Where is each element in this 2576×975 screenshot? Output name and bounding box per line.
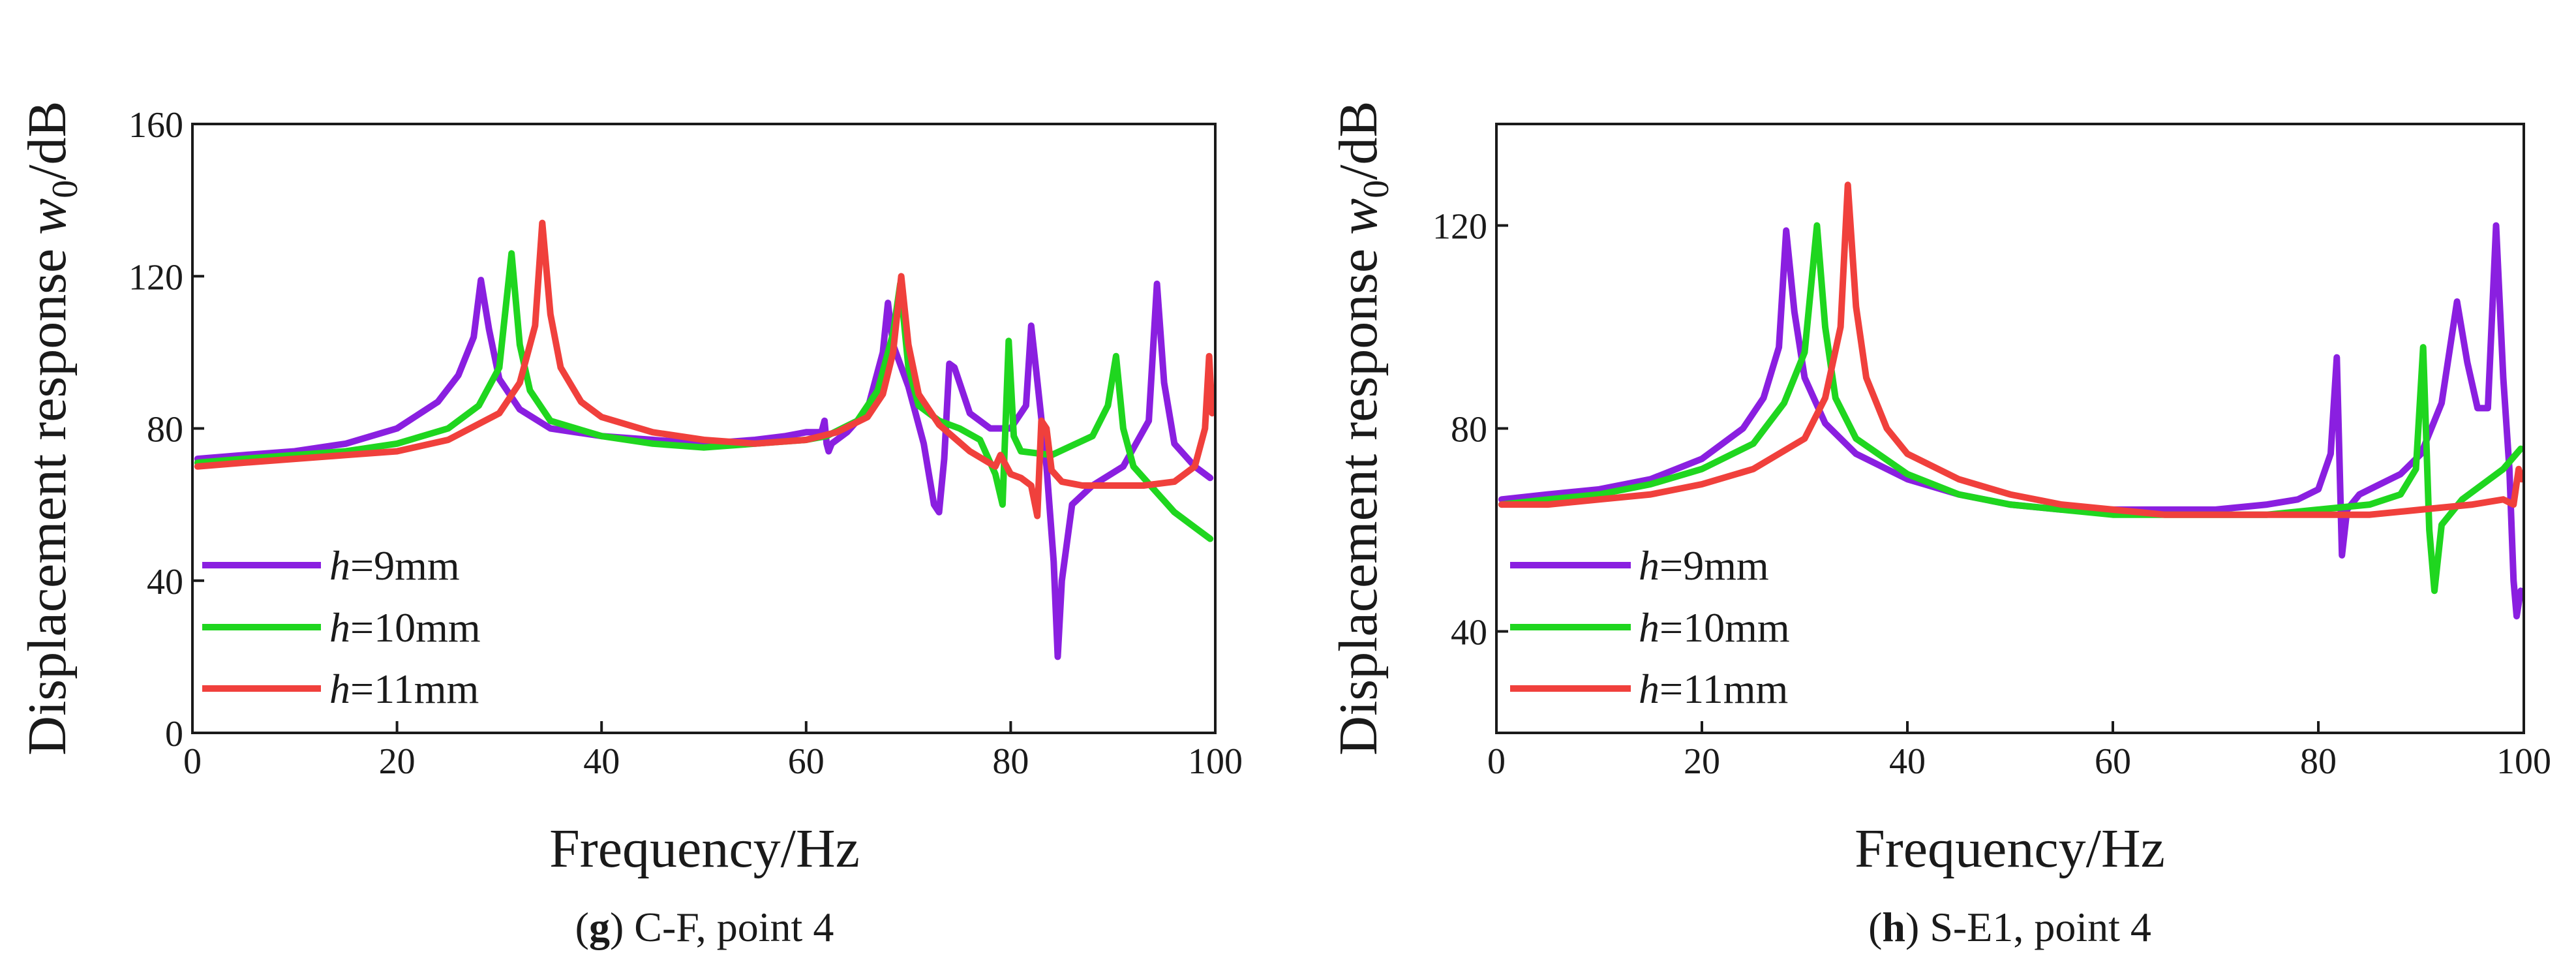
panel-h-ticks-layer: 0 20 40 60 80 100 40 80 120 <box>1432 207 2551 782</box>
panel-g-ylabel: Displacement response w0/dB <box>17 101 85 755</box>
panel-g-legend: h=9mm h=10mm h=11mm <box>202 542 481 712</box>
panel-g-ytick-label: 120 <box>129 257 183 298</box>
panel-g-xtick-label: 20 <box>379 741 416 782</box>
legend-label-h11: h=11mm <box>329 666 479 712</box>
panel-h-xtick-label: 80 <box>2300 741 2337 782</box>
panel-g-xlabel: Frequency/Hz <box>549 818 860 879</box>
panel-h-ytick-label: 80 <box>1451 410 1487 450</box>
panel-g-caption: (g) C-F, point 4 <box>575 904 834 950</box>
panel-g-xtick-label: 60 <box>788 741 825 782</box>
panel-g-ytick-label: 80 <box>147 410 183 450</box>
panel-g-xtick-label: 40 <box>583 741 620 782</box>
panel-h-xtick-label: 0 <box>1487 741 1506 782</box>
panel-g-series-h11 <box>194 219 1216 519</box>
panel-g-ticks-layer: 0 20 40 60 80 100 0 40 80 120 160 <box>129 105 1243 782</box>
panel-h: 0 20 40 60 80 100 40 80 120 Displacement respons… <box>1328 101 2551 950</box>
panel-g-xtick-label: 80 <box>992 741 1029 782</box>
panel-h-series-h9 <box>1498 222 2524 620</box>
panel-h-series-h10 <box>1498 222 2524 595</box>
legend-label-h9: h=9mm <box>1639 542 1769 589</box>
panel-g-series-layer <box>194 219 1216 660</box>
panel-h-xtick-label: 40 <box>1889 741 1926 782</box>
panel-g-xtick-label: 100 <box>1188 741 1243 782</box>
panel-h-series-layer <box>1498 181 2525 620</box>
panel-g: 0 20 40 60 80 100 0 40 80 120 160 Displacement res… <box>17 101 1243 950</box>
panel-h-ytick-label: 120 <box>1432 207 1487 247</box>
panel-h-ylabel: Displacement response w0/dB <box>1328 101 1397 755</box>
panel-h-xtick-label: 20 <box>1684 741 1720 782</box>
panel-h-xtick-label: 60 <box>2095 741 2131 782</box>
panel-h-series-h11 <box>1498 181 2525 518</box>
panel-h-ytick-label: 40 <box>1451 613 1487 653</box>
legend-label-h9: h=9mm <box>329 542 460 589</box>
panel-h-xlabel: Frequency/Hz <box>1855 818 2165 879</box>
legend-label-h10: h=10mm <box>1639 604 1790 651</box>
panel-h-caption: (h) S-E1, point 4 <box>1868 904 2151 950</box>
panel-g-ytick-label: 0 <box>165 714 183 754</box>
panel-h-xtick-label: 100 <box>2496 741 2551 782</box>
legend-label-h11: h=11mm <box>1639 666 1788 712</box>
panel-h-legend: h=9mm h=10mm h=11mm <box>1510 542 1790 712</box>
panel-g-ytick-label: 40 <box>147 562 183 602</box>
panel-g-ytick-label: 160 <box>129 105 183 146</box>
panel-g-xtick-label: 0 <box>183 741 202 782</box>
legend-label-h10: h=10mm <box>329 604 481 651</box>
panel-g-series-h9 <box>194 277 1214 660</box>
